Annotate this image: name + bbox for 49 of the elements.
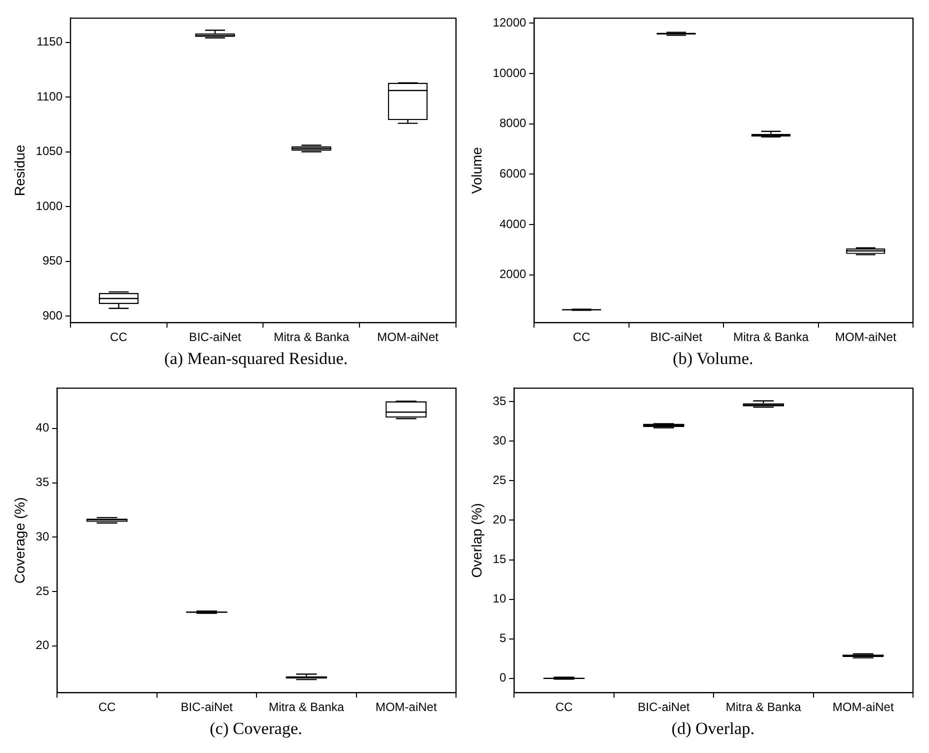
y-tick-label: 1100 [36,89,63,104]
y-tick-label: 35 [36,475,50,490]
y-tick-label: 1150 [36,34,63,49]
y-tick-label: 20 [492,512,506,527]
y-tick-label: 8000 [499,116,526,130]
text: (b) Volume. [672,348,754,370]
y-tick-label: 25 [492,473,506,488]
x-tick-label: CC [555,700,573,714]
y-tick-label: 2000 [499,267,526,282]
x-tick-label: BIC-aiNet [180,700,234,714]
y-tick-label: 40 [36,420,50,435]
y-tick-label: 15 [492,552,506,566]
y-tick-label: 1000 [36,198,63,213]
y-tick-label: 4000 [499,216,526,231]
y-tick-label: 12000 [492,16,526,30]
x-tick-label: BIC-aiNet [650,330,703,344]
x-tick-label: MOM-aiNet [375,700,438,714]
x-tick-label: BIC-aiNet [638,700,690,714]
x-tick-label: Mitra & Banka [726,700,802,714]
y-tick-label: 10 [492,592,506,606]
x-tick-label: CC [110,330,128,344]
y-tick-label: 30 [492,433,506,448]
y-axis-title: Overlap (%) [468,503,484,578]
y-axis-title: Coverage (%) [11,497,28,584]
x-tick-label: Mitra & Banka [274,330,350,344]
y-tick-label: 900 [42,308,63,322]
y-tick-label: 20 [36,638,50,652]
x-tick-label: Mitra & Banka [268,700,344,714]
text: (a) Mean-squared Residue. [164,348,348,370]
x-tick-label: MOM-aiNet [832,700,894,714]
y-tick-label: 1050 [36,144,63,158]
y-axis-title: Volume [468,146,484,194]
text: (c) Coverage. [210,718,302,740]
x-tick-label: Mitra & Banka [733,330,809,344]
y-tick-label: 5 [499,631,506,646]
y-tick-label: 25 [36,584,50,598]
y-tick-label: 30 [36,529,50,544]
text: (d) Overlap. [671,718,755,740]
y-tick-label: 0 [499,670,506,685]
x-tick-label: CC [98,700,116,714]
y-tick-label: 35 [492,394,506,408]
y-tick-label: 10000 [492,66,526,80]
y-axis-title: Residue [11,144,28,196]
y-tick-label: 950 [42,254,63,268]
x-tick-label: CC [572,330,591,344]
x-tick-label: MOM-aiNet [834,330,897,344]
x-tick-label: BIC-aiNet [189,330,242,344]
x-tick-label: MOM-aiNet [377,330,440,344]
y-tick-label: 6000 [499,166,526,180]
